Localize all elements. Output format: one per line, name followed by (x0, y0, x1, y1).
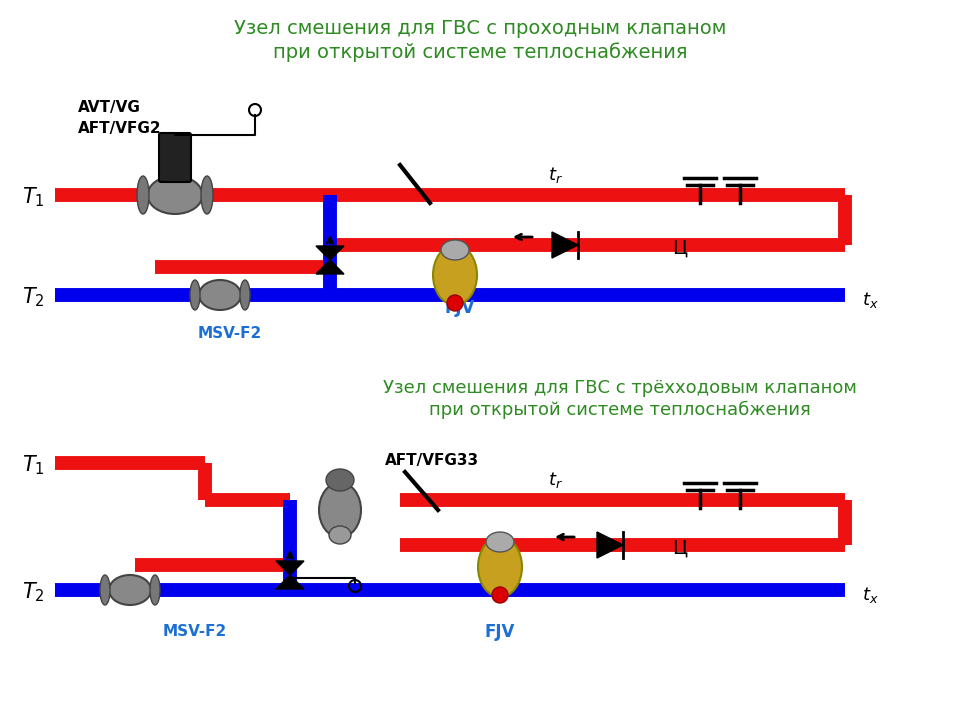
Ellipse shape (199, 280, 241, 310)
Text: Ц: Ц (672, 539, 687, 557)
Text: Ц: Ц (672, 238, 687, 258)
Ellipse shape (441, 240, 469, 260)
Text: MSV-F2: MSV-F2 (198, 325, 262, 341)
Text: FJV: FJV (485, 623, 516, 641)
Ellipse shape (486, 532, 514, 552)
Polygon shape (276, 575, 304, 589)
Ellipse shape (109, 575, 151, 605)
Text: $T_2$: $T_2$ (22, 285, 45, 309)
Polygon shape (276, 561, 304, 575)
Ellipse shape (326, 469, 354, 491)
Ellipse shape (150, 575, 160, 605)
Text: $t_r$: $t_r$ (547, 470, 563, 490)
Text: AFT/VFG33: AFT/VFG33 (385, 452, 479, 467)
Circle shape (492, 587, 508, 603)
Text: $T_1$: $T_1$ (22, 185, 45, 209)
Ellipse shape (148, 176, 203, 214)
Text: Узел смешения для ГВС с проходным клапаном: Узел смешения для ГВС с проходным клапан… (234, 19, 726, 37)
Text: при открытой системе теплоснабжения: при открытой системе теплоснабжения (273, 42, 687, 62)
Text: MSV-F2: MSV-F2 (163, 624, 228, 639)
Ellipse shape (137, 176, 149, 214)
Text: $t_x$: $t_x$ (862, 290, 878, 310)
Ellipse shape (100, 575, 110, 605)
Ellipse shape (240, 280, 250, 310)
Polygon shape (316, 260, 344, 274)
Text: AFT/VFG2: AFT/VFG2 (78, 120, 161, 135)
Polygon shape (552, 232, 578, 258)
Ellipse shape (329, 526, 351, 544)
Text: $t_x$: $t_x$ (862, 585, 878, 605)
Ellipse shape (478, 537, 522, 597)
Text: $T_1$: $T_1$ (22, 453, 45, 477)
Ellipse shape (433, 245, 477, 305)
Text: Узел смешения для ГВС с трёхходовым клапаном: Узел смешения для ГВС с трёхходовым клап… (383, 379, 857, 397)
Text: $T_2$: $T_2$ (22, 580, 45, 604)
Text: $t_r$: $t_r$ (547, 165, 563, 185)
FancyBboxPatch shape (159, 133, 191, 182)
Polygon shape (597, 532, 623, 558)
Ellipse shape (319, 482, 361, 538)
Ellipse shape (201, 176, 213, 214)
Polygon shape (316, 246, 344, 260)
Text: AVT/VG: AVT/VG (78, 99, 141, 114)
Circle shape (447, 295, 463, 311)
Text: при открытой системе теплоснабжения: при открытой системе теплоснабжения (429, 401, 811, 419)
Text: FJV: FJV (444, 299, 475, 317)
Ellipse shape (190, 280, 200, 310)
